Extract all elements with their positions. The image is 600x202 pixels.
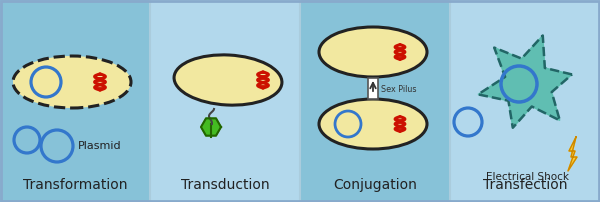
Bar xyxy=(0,0,150,202)
Text: Conjugation: Conjugation xyxy=(333,178,417,192)
Ellipse shape xyxy=(319,99,427,149)
Text: Sex Pilus: Sex Pilus xyxy=(381,84,416,94)
Text: Transfection: Transfection xyxy=(483,178,567,192)
Text: Transduction: Transduction xyxy=(181,178,269,192)
Text: Plasmid: Plasmid xyxy=(78,141,122,151)
Bar xyxy=(300,0,450,202)
Text: Transformation: Transformation xyxy=(23,178,127,192)
Ellipse shape xyxy=(174,55,282,105)
Bar xyxy=(150,0,300,202)
Polygon shape xyxy=(478,36,572,128)
Polygon shape xyxy=(568,137,577,171)
Text: Electrical Shock: Electrical Shock xyxy=(485,172,569,182)
Ellipse shape xyxy=(13,56,131,108)
Ellipse shape xyxy=(319,27,427,77)
Bar xyxy=(368,78,378,99)
Polygon shape xyxy=(201,118,221,136)
Bar xyxy=(450,0,600,202)
